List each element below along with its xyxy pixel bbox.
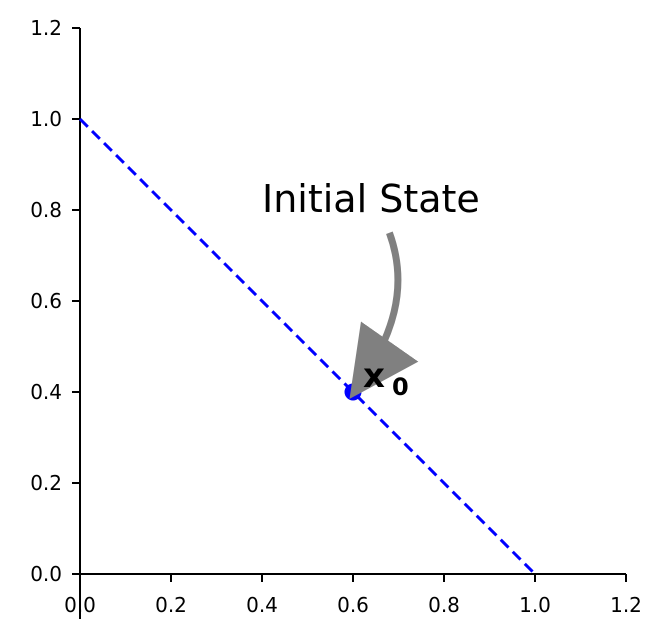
x-tick-label: 0.2 <box>155 593 187 617</box>
y-ticks: 0.0 0.2 0.4 0.6 0.8 1.0 1.2 <box>30 16 80 586</box>
point-label: x 0 <box>363 356 409 401</box>
point-label-main: x <box>363 356 385 396</box>
dashed-series-line <box>78 117 537 576</box>
x-tick-label: 1.2 <box>610 593 642 617</box>
y-tick-label: 0.4 <box>30 380 62 404</box>
y-tick-label: 1.2 <box>30 16 62 40</box>
x-tick-label: 0.8 <box>428 593 460 617</box>
x-tick-label: 0.0 <box>64 593 96 617</box>
y-tick-label: 0.6 <box>30 289 62 313</box>
x-tick-label: 0.6 <box>337 593 369 617</box>
y-tick-label: 1.0 <box>30 107 62 131</box>
y-tick-label: 0.8 <box>30 198 62 222</box>
x-ticks: 0.0 0.2 0.4 0.6 0.8 1.0 1.2 <box>64 574 642 617</box>
y-tick-label: 0.2 <box>30 471 62 495</box>
y-tick-label: 0.0 <box>30 562 62 586</box>
x-tick-label: 0.4 <box>246 593 278 617</box>
annotation-arrow <box>349 231 419 399</box>
annotation-label: Initial State <box>262 177 480 221</box>
point-label-subscript: 0 <box>392 373 409 401</box>
x-tick-label: 1.0 <box>519 593 551 617</box>
